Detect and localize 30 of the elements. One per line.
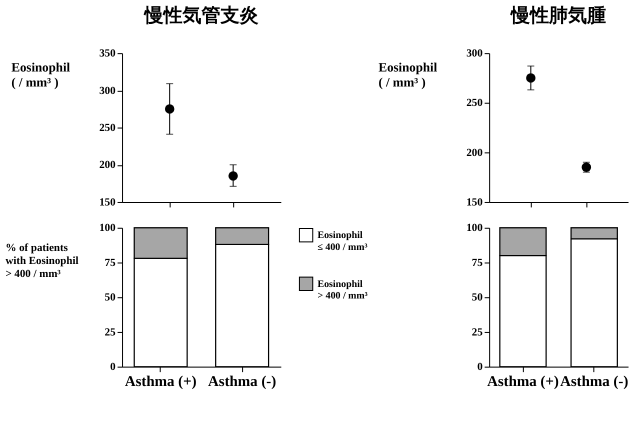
x-tick-label: Asthma (-) <box>208 374 276 390</box>
chart-title: 慢性気管支炎 <box>143 4 258 26</box>
y-tick-label: 150 <box>99 196 116 208</box>
y-tick-label: 300 <box>466 48 484 60</box>
y-tick-label: 0 <box>477 361 484 374</box>
y-axis-title: Eosinophil ( / mm³ ) <box>378 60 438 90</box>
y-tick-label: 75 <box>104 256 116 269</box>
y-tick-label: 150 <box>466 196 484 208</box>
x-tick-label: Asthma (+) <box>124 374 197 390</box>
y-tick-label: 200 <box>466 146 484 159</box>
y-axis-title: % of patients with Eosinophil > 400 / mm³ <box>5 242 79 280</box>
y-tick-label: 250 <box>466 97 484 110</box>
y-tick-label: 200 <box>99 159 116 172</box>
y-tick-label: 25 <box>472 326 484 338</box>
y-axis-title: Eosinophil ( / mm³ ) <box>11 60 71 90</box>
x-tick-label: Asthma (-) <box>560 374 628 390</box>
x-tick-label: Asthma (+) <box>487 374 559 390</box>
legend-label: Eosinophil > 400 / mm³ <box>317 278 368 302</box>
y-tick-label: 50 <box>104 292 116 304</box>
y-tick-label: 0 <box>110 361 116 374</box>
y-tick-label: 100 <box>99 222 116 234</box>
y-tick-label: 250 <box>99 122 116 134</box>
y-tick-label: 25 <box>104 326 116 338</box>
y-tick-label: 75 <box>472 256 484 269</box>
y-tick-label: 300 <box>99 84 116 97</box>
y-tick-label: 100 <box>466 222 484 234</box>
y-tick-label: 350 <box>99 48 116 60</box>
chart-title: 慢性肺気腫 <box>510 5 606 26</box>
y-tick-label: 50 <box>472 292 484 304</box>
legend-label: Eosinophil ≤ 400 / mm³ <box>317 230 368 254</box>
